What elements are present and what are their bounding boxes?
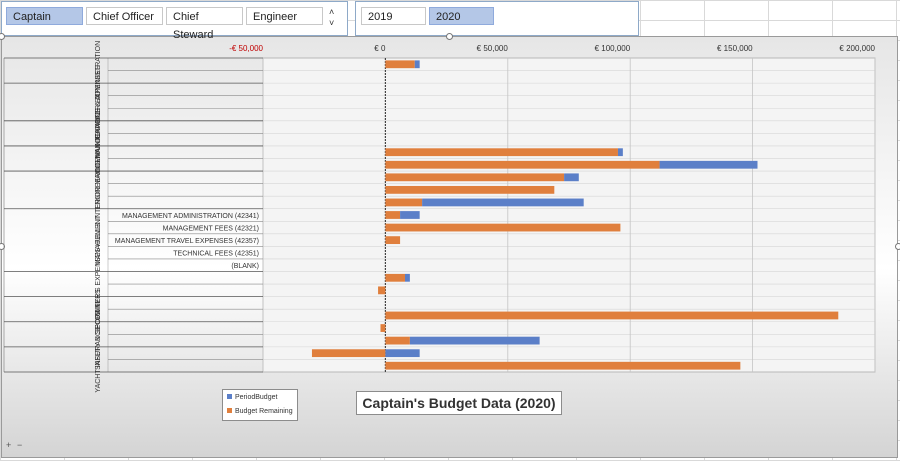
- slicer-item-chief-officer[interactable]: Chief Officer: [86, 7, 163, 25]
- category-label: MANAGEMENT ADMINISTRATION (42341): [122, 213, 259, 220]
- bar-budget-remaining[interactable]: [385, 273, 405, 282]
- chart-resize-handle-top-left[interactable]: [0, 33, 5, 40]
- plot-area: [262, 57, 876, 373]
- x-tick-label: € 50,000: [477, 44, 509, 53]
- legend-item-period-budget: PeriodBudget: [227, 394, 277, 401]
- category-label: MANAGEMENT TRAVEL EXPENSES (42357): [115, 238, 259, 245]
- bar-budget-remaining[interactable]: [385, 60, 415, 69]
- legend-swatch-period-budget: [227, 394, 232, 399]
- slicer-item-engineer[interactable]: Engineer: [246, 7, 323, 25]
- bar-budget-remaining[interactable]: [385, 185, 555, 194]
- bar-budget-remaining[interactable]: [380, 324, 386, 332]
- slicer-item-2019[interactable]: 2019: [361, 7, 426, 25]
- category-label: (BLANK): [231, 263, 259, 270]
- group-label: YACHT INSURANCE: [95, 326, 102, 393]
- bar-period-budget[interactable]: [564, 173, 579, 182]
- slicer-item-2020[interactable]: 2020: [429, 7, 494, 25]
- bar-budget-remaining[interactable]: [385, 223, 621, 232]
- chart-resize-handle-top-center[interactable]: [446, 33, 453, 40]
- bar-period-budget[interactable]: [385, 349, 420, 358]
- zoom-out-button[interactable]: −: [17, 440, 23, 450]
- legend-swatch-budget-remaining: [227, 408, 232, 413]
- group-label: ENGINEERING MAINTENANCE: [95, 107, 102, 209]
- group-label: PORT FEES: [95, 289, 102, 329]
- group-label: OWNER'S EXPENSES: [95, 247, 102, 320]
- bar-budget-remaining[interactable]: [311, 349, 386, 358]
- slicer-item-chief-steward[interactable]: Chief Steward: [166, 7, 243, 41]
- slicer-scroll-down-icon[interactable]: ˅: [329, 18, 335, 28]
- x-tick-label: € 100,000: [595, 44, 631, 53]
- group-label: ADMINISTRATION: [95, 41, 102, 100]
- bar-budget-remaining[interactable]: [385, 173, 565, 182]
- bar-budget-remaining[interactable]: [385, 148, 618, 157]
- bar-period-budget[interactable]: [617, 148, 623, 157]
- bar-period-budget[interactable]: [422, 198, 584, 207]
- bar-budget-remaining[interactable]: [385, 311, 839, 320]
- bar-period-budget[interactable]: [414, 60, 420, 69]
- bar-budget-remaining[interactable]: [385, 336, 410, 345]
- bar-period-budget[interactable]: [409, 336, 540, 345]
- bar-period-budget[interactable]: [659, 160, 758, 169]
- bar-budget-remaining[interactable]: [385, 211, 401, 219]
- zoom-in-button[interactable]: +: [6, 440, 12, 450]
- bar-period-budget[interactable]: [400, 211, 420, 219]
- bar-budget-remaining[interactable]: [378, 286, 386, 295]
- legend-label-period-budget: PeriodBudget: [235, 394, 278, 401]
- chart-resize-handle-right[interactable]: [895, 243, 900, 250]
- chart-legend[interactable]: PeriodBudget Budget Remaining: [222, 389, 298, 421]
- chart-title[interactable]: Captain's Budget Data (2020): [356, 391, 562, 415]
- group-label: MANAGEMENT: [95, 214, 102, 265]
- bar-budget-remaining[interactable]: [385, 198, 423, 207]
- legend-item-budget-remaining: Budget Remaining: [227, 408, 293, 415]
- legend-label-budget-remaining: Budget Remaining: [235, 408, 293, 415]
- bar-budget-remaining[interactable]: [385, 160, 660, 169]
- bar-period-budget[interactable]: [404, 273, 410, 282]
- group-label: CHARTER EXPENSES: [95, 65, 102, 139]
- bar-budget-remaining[interactable]: [385, 361, 741, 370]
- category-label: MANAGEMENT FEES (42321): [163, 226, 259, 233]
- group-label: SAFETY & SECURITY: [95, 298, 102, 369]
- chart-resize-handle-left[interactable]: [0, 243, 5, 250]
- x-tick-label: -€ 50,000: [229, 44, 263, 53]
- x-tick-label: € 0: [374, 44, 386, 53]
- slicer-item-captain[interactable]: Captain: [6, 7, 83, 25]
- x-tick-label: € 150,000: [717, 44, 753, 53]
- slicer-scroll-up-icon[interactable]: ˄: [329, 7, 335, 17]
- x-tick-label: € 200,000: [839, 44, 875, 53]
- group-label: COMMUNICATIONS & IT: [95, 93, 102, 173]
- category-label: TECHNICAL FEES (42351): [173, 251, 259, 258]
- group-label: HULL & INTERIOR MAINTENANCE: [95, 133, 102, 246]
- bar-budget-remaining[interactable]: [385, 236, 401, 245]
